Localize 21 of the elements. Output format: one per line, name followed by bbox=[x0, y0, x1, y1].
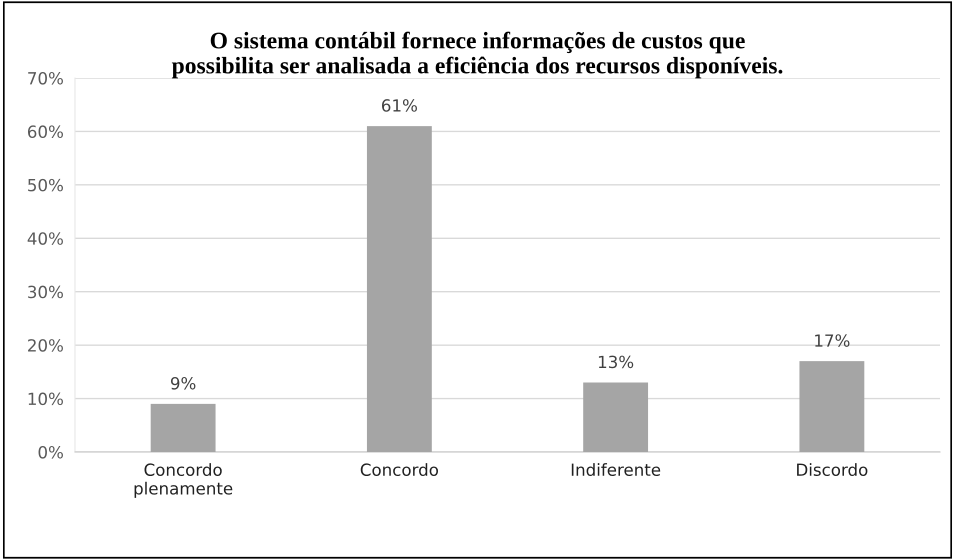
y-tick-label: 70% bbox=[28, 72, 63, 85]
bar bbox=[799, 361, 864, 452]
y-tick-label: 30% bbox=[28, 286, 63, 298]
data-label: 61% bbox=[382, 99, 417, 112]
y-tick-label: 40% bbox=[28, 232, 63, 245]
y-tick-label: 50% bbox=[28, 178, 63, 192]
x-tick-label: Indiferente bbox=[572, 463, 660, 476]
x-tick-label: Concordo plenamente bbox=[134, 463, 232, 498]
y-tick-label: 0% bbox=[38, 446, 63, 459]
data-label: 13% bbox=[598, 356, 634, 368]
x-tick-label: Discordo bbox=[797, 463, 868, 476]
bar bbox=[366, 126, 432, 452]
y-tick-label: 20% bbox=[28, 339, 63, 352]
y-tick-label: 60% bbox=[28, 125, 63, 138]
x-tick-label: Concordo bbox=[360, 463, 438, 476]
data-label: 17% bbox=[815, 334, 850, 347]
chart-title: O sistema contábil fornece informações de custos que possibilita ser analisada a eficiência dos recursos disponíveis. bbox=[172, 32, 782, 78]
data-label: 9% bbox=[170, 376, 196, 390]
y-tick-label: 10% bbox=[28, 392, 63, 406]
bar bbox=[150, 404, 216, 452]
bar bbox=[583, 382, 648, 452]
